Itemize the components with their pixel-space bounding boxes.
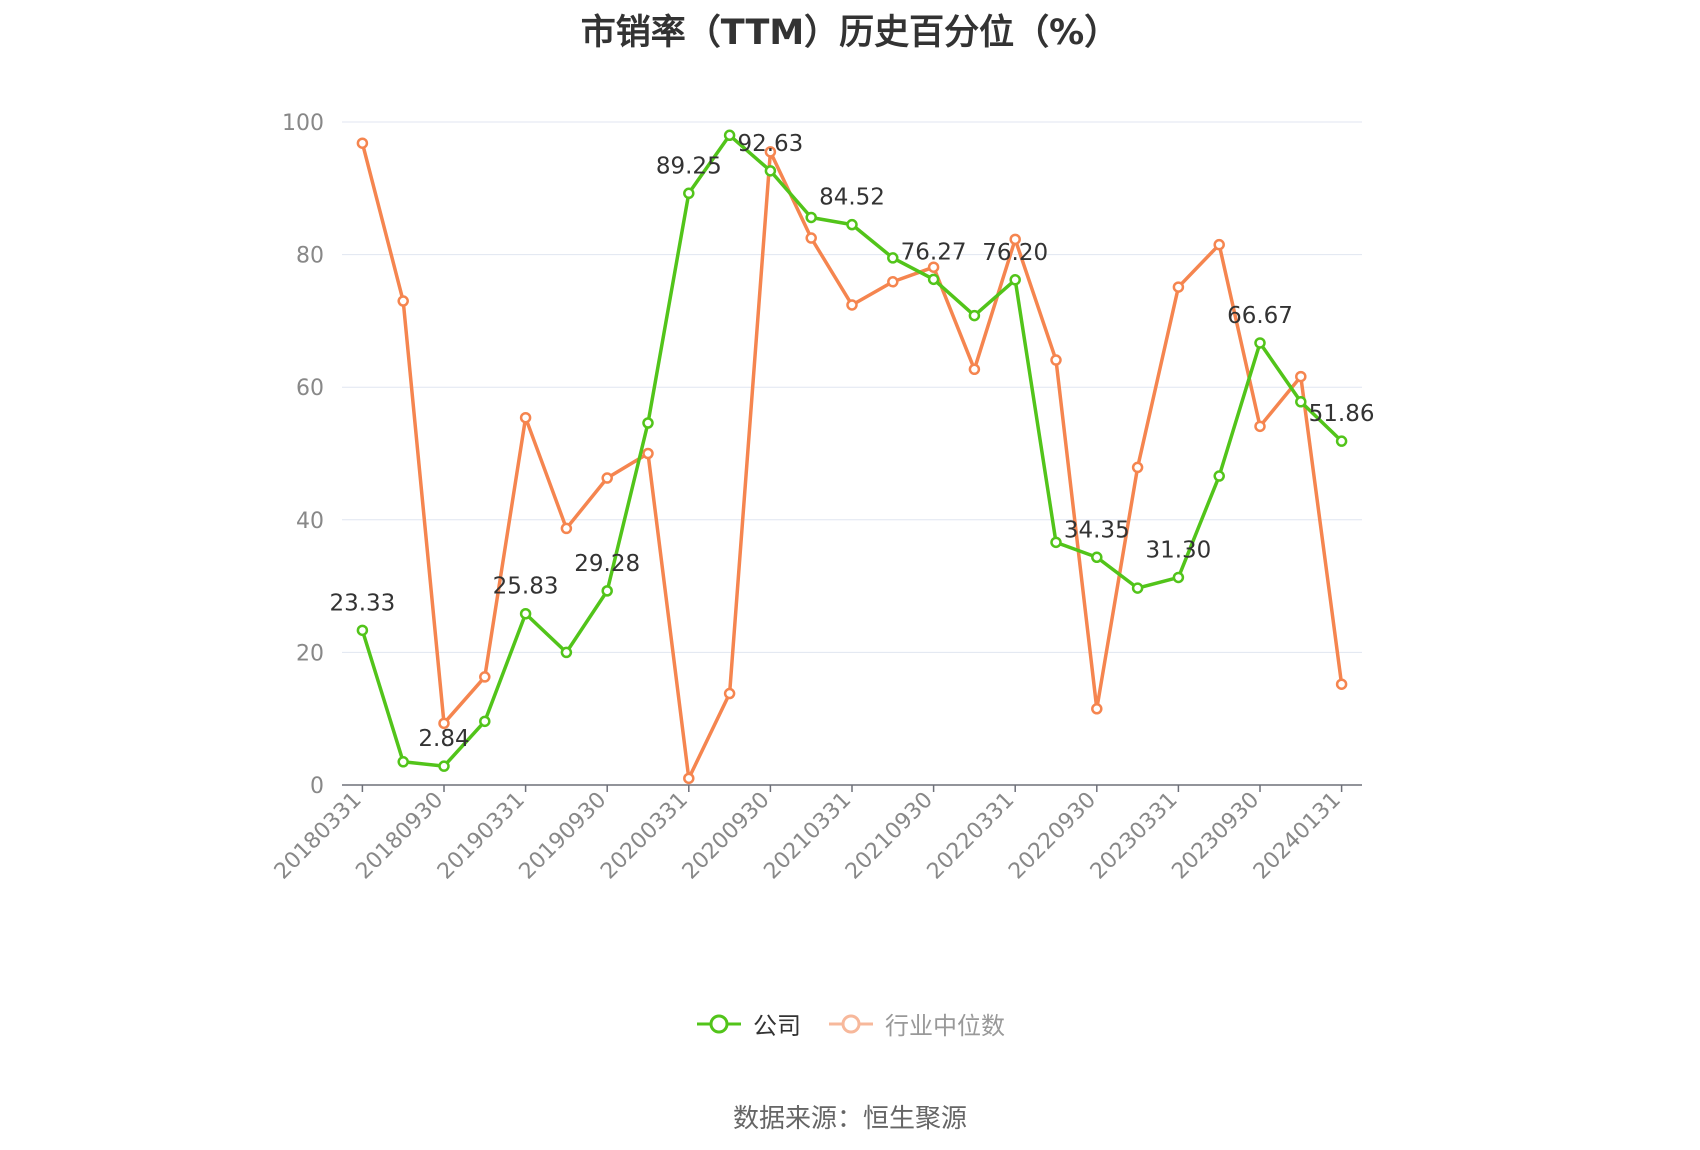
data-point [1213, 238, 1225, 251]
data-point [1050, 536, 1062, 549]
x-tick-label: 20230930 [1167, 788, 1264, 885]
data-point [1091, 703, 1103, 715]
series-line [360, 142, 1344, 781]
y-tick-label: 80 [296, 244, 324, 269]
data-point [846, 218, 858, 231]
data-label: 31.30 [1145, 537, 1211, 563]
data-point [1335, 435, 1348, 447]
series-layer [356, 129, 1348, 785]
data-point [1172, 571, 1185, 584]
data-point [1335, 678, 1348, 690]
legend-label-industry-median: 行业中位数 [885, 1012, 1005, 1040]
data-point [927, 273, 940, 286]
data-point [968, 363, 981, 376]
data-point [479, 715, 491, 728]
x-tick-label: 20220930 [1004, 788, 1101, 885]
data-point [1050, 354, 1062, 366]
x-tick-label: 20240131 [1249, 788, 1346, 885]
data-point [764, 146, 777, 158]
x-tick-label: 20180930 [351, 788, 448, 885]
data-point [642, 447, 654, 460]
data-point [1213, 470, 1225, 482]
data-point [1295, 370, 1307, 383]
data-label: 92.63 [737, 131, 803, 157]
data-point [927, 261, 940, 273]
data-point [1131, 461, 1144, 474]
data-point [601, 585, 613, 597]
y-tick-label: 60 [296, 376, 324, 401]
data-point [1295, 396, 1307, 408]
y-tick-label: 40 [296, 509, 324, 534]
data-point [1091, 551, 1103, 564]
data-point [887, 252, 899, 264]
data-point [968, 309, 981, 322]
data-label: 51.86 [1309, 401, 1375, 427]
data-labels: 23.33 2.84 25.83 29.28 89.25 92.63 84.52 76.27 7… [329, 131, 1374, 752]
data-point [723, 687, 736, 700]
data-point [887, 276, 899, 288]
data-point [1254, 337, 1266, 349]
data-label: 66.67 [1227, 303, 1293, 329]
data-point [519, 607, 532, 620]
data-point [1172, 281, 1185, 293]
data-label: 89.25 [656, 153, 722, 179]
data-point [805, 211, 817, 224]
data-point [683, 187, 695, 200]
data-point [438, 717, 450, 730]
legend-industry-median-icon [829, 1014, 873, 1033]
x-tick-label: 20190331 [433, 788, 530, 885]
data-label: 76.27 [901, 239, 967, 265]
data-label: 23.33 [329, 590, 395, 616]
data-point [397, 295, 409, 307]
x-tick-label: 20190930 [515, 788, 612, 885]
data-point [519, 411, 532, 424]
data-source: 数据来源：恒生聚源 [732, 1104, 967, 1134]
x-tick-label: 20180331 [270, 788, 367, 885]
data-point [805, 232, 817, 244]
data-point [438, 760, 450, 772]
chart-title: 市销率（TTM）历史百分位（%） [580, 13, 1120, 53]
data-label: 2.84 [418, 726, 469, 752]
data-point [1254, 420, 1266, 433]
data-point [642, 417, 654, 429]
y-tick-label: 20 [296, 641, 324, 666]
x-tick-label: 20200331 [596, 788, 693, 885]
data-point [683, 772, 695, 785]
data-point [764, 165, 777, 177]
data-point [846, 299, 858, 311]
legend-item-industry-median[interactable]: 行业中位数 [827, 1006, 1005, 1041]
data-point [560, 646, 573, 659]
legend-company-icon [697, 1014, 741, 1033]
data-label: 25.83 [493, 574, 559, 600]
data-point [1131, 582, 1144, 594]
y-tick-label: 100 [282, 111, 324, 136]
data-point [356, 624, 369, 637]
legend-item-company[interactable]: 公司 [695, 1006, 801, 1041]
data-point [601, 472, 613, 484]
legend-label-company: 公司 [753, 1012, 801, 1040]
data-point [1009, 274, 1021, 286]
data-point [560, 522, 573, 535]
x-tick-label: 20220331 [923, 788, 1020, 885]
y-tick-label: 0 [310, 774, 324, 799]
data-label: 34.35 [1064, 517, 1130, 543]
data-point [479, 671, 491, 683]
data-label: 76.20 [982, 240, 1048, 266]
data-point [356, 137, 369, 149]
data-point [723, 129, 736, 142]
data-point [397, 756, 409, 768]
data-label: 84.52 [819, 185, 885, 211]
x-tick-label: 20230331 [1086, 788, 1183, 885]
x-axis: 2018033120180930201903312019093020200331… [270, 784, 1362, 885]
x-tick-label: 20210930 [841, 788, 938, 885]
x-tick-label: 20210331 [759, 788, 856, 885]
x-tick-label: 20200930 [678, 788, 775, 885]
series-0 [356, 129, 1348, 772]
data-label: 29.28 [574, 551, 640, 577]
legend: 公司 行业中位数 [0, 1006, 1700, 1041]
y-axis-ticks: 0 20 40 60 80 100 [282, 111, 324, 799]
series-1 [356, 137, 1348, 785]
data-point [1009, 233, 1021, 246]
